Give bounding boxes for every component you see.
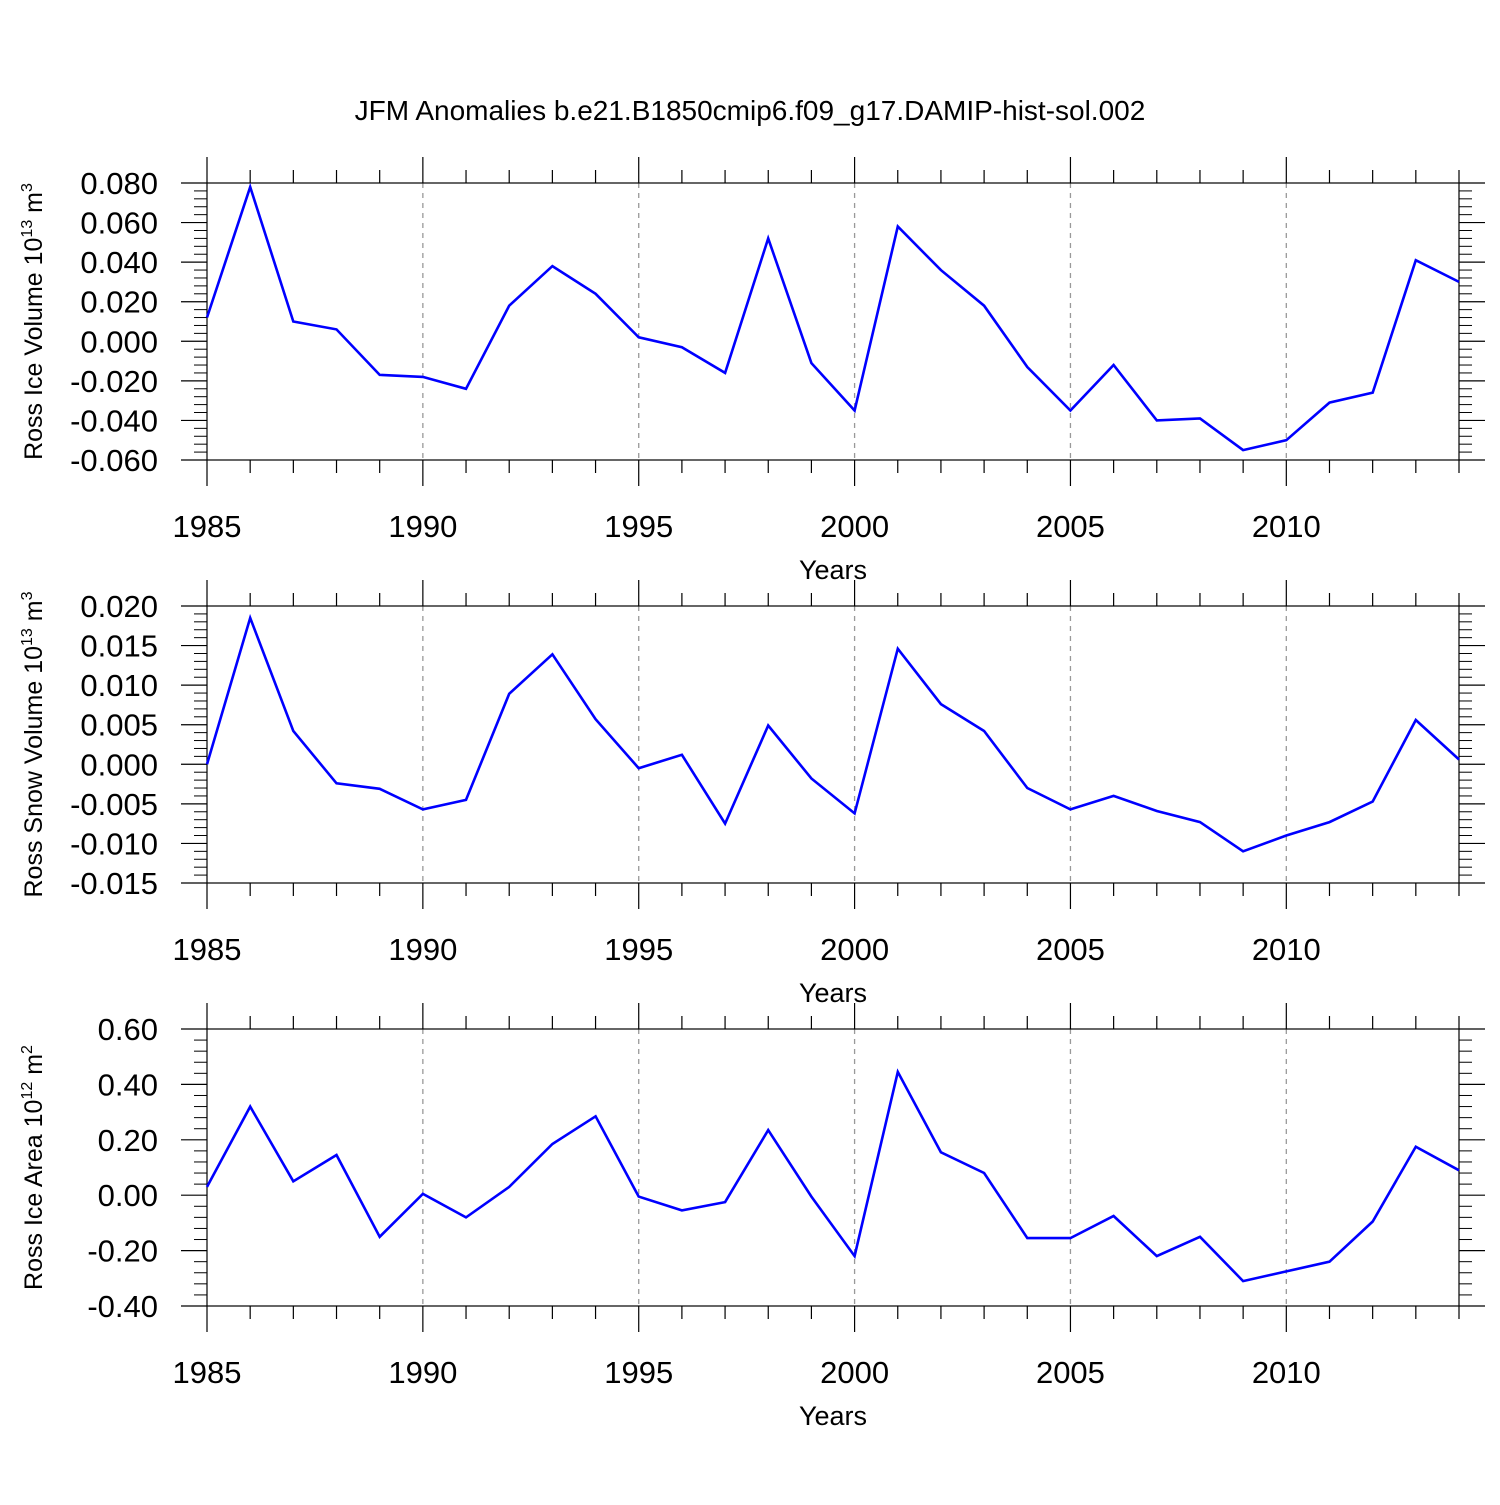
x-tick-label: 1995	[604, 509, 673, 544]
x-tick-label: 1995	[604, 932, 673, 967]
y-tick-label: -0.015	[70, 866, 158, 901]
y-tick-label: 0.60	[98, 1012, 158, 1047]
x-tick-label: 1985	[173, 509, 242, 544]
x-tick-label: 1990	[388, 509, 457, 544]
x-tick-label: 2000	[820, 932, 889, 967]
y-tick-label: 0.020	[80, 285, 158, 320]
y-tick-label: -0.010	[70, 826, 158, 861]
series-line	[205, 182, 1460, 452]
y-tick-label: 0.000	[80, 747, 158, 782]
x-tick-label: 1985	[173, 1355, 242, 1390]
y-tick-label: 0.40	[98, 1067, 158, 1102]
y-tick-label: 0.040	[80, 245, 158, 280]
y-tick-label: 0.00	[98, 1178, 158, 1213]
panel-2: -0.015 -0.010 -0.005 0.000 0.005 0.010 0.015 0.…	[19, 580, 1485, 1008]
y-tick-label: -0.060	[70, 443, 158, 478]
y-tick-label: 0.005	[80, 708, 158, 743]
y-tick-label: -0.20	[87, 1234, 158, 1269]
y-tick-label: 0.010	[80, 668, 158, 703]
x-tick-label: 2005	[1036, 1355, 1105, 1390]
x-tick-label: 1985	[173, 932, 242, 967]
y-axis-label: Ross Ice Volume 1013 m3	[19, 183, 48, 460]
y-tick-label: -0.040	[70, 403, 158, 438]
panel-1: -0.060 -0.040 -0.020 0.000 0.020 0.040 0.060 0.…	[19, 157, 1485, 585]
x-tick-label: 1990	[388, 932, 457, 967]
y-tick-label: 0.000	[80, 324, 158, 359]
y-tick-label: -0.005	[70, 787, 158, 822]
x-tick-label: 2010	[1252, 932, 1321, 967]
y-tick-label: 0.060	[80, 206, 158, 241]
y-tick-label: -0.40	[87, 1289, 158, 1324]
chart-title: JFM Anomalies b.e21.B1850cmip6.f09_g17.D…	[355, 95, 1146, 126]
plot-frame	[206, 182, 1460, 461]
x-tick-label: 1990	[388, 1355, 457, 1390]
series-line	[205, 1068, 1460, 1283]
x-axis-label: Years	[799, 555, 867, 585]
x-tick-label: 2000	[820, 1355, 889, 1390]
y-tick-label: 0.015	[80, 629, 158, 664]
y-axis-label: Ross Snow Volume 1013 m3	[19, 591, 48, 897]
x-axis-label: Years	[799, 978, 867, 1008]
x-tick-label: 1995	[604, 1355, 673, 1390]
x-tick-label: 2005	[1036, 932, 1105, 967]
x-tick-label: 2010	[1252, 1355, 1321, 1390]
y-tick-label: -0.020	[70, 364, 158, 399]
panel-3: -0.40 -0.20 0.00 0.20 0.40 0.60 1985 1990 1995 20…	[19, 1003, 1485, 1431]
x-axis-label: Years	[799, 1401, 867, 1431]
y-tick-label: 0.080	[80, 166, 158, 201]
x-tick-label: 2005	[1036, 509, 1105, 544]
plot-frame	[206, 605, 1460, 884]
plot-frame	[206, 1028, 1460, 1307]
x-tick-label: 2010	[1252, 509, 1321, 544]
series-line	[205, 613, 1460, 853]
x-tick-label: 2000	[820, 509, 889, 544]
y-tick-label: 0.20	[98, 1123, 158, 1158]
y-axis-label: Ross Ice Area 1012 m2	[19, 1045, 48, 1290]
y-tick-label: 0.020	[80, 589, 158, 624]
